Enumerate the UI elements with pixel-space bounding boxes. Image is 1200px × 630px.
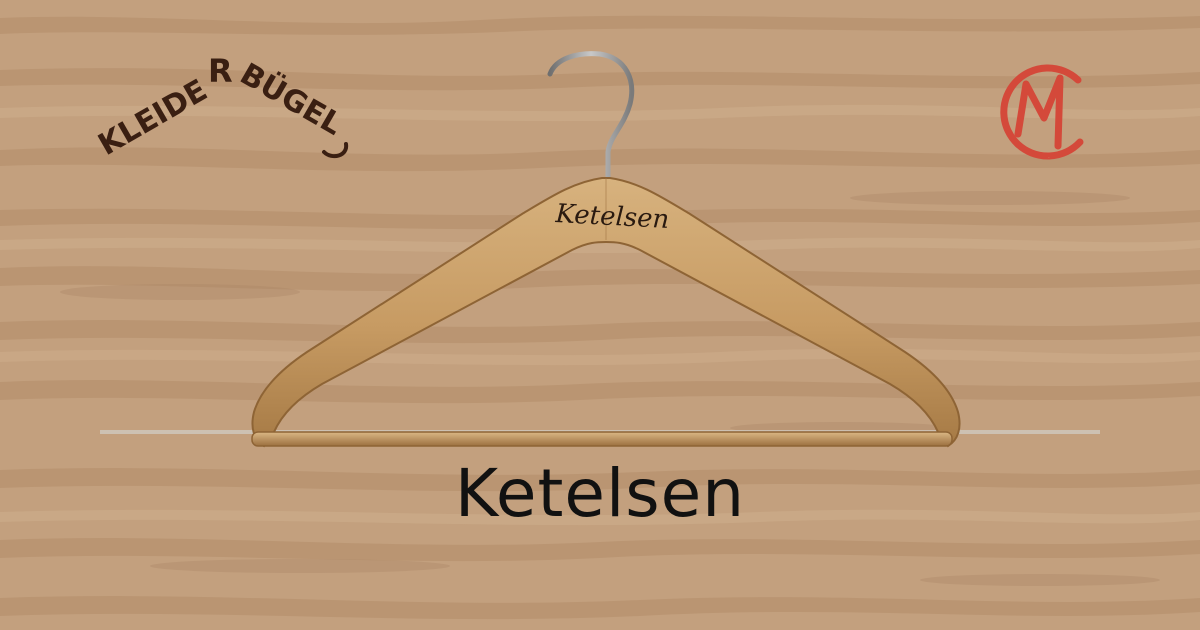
metal-hook bbox=[547, 51, 635, 179]
cm-monogram-logo: CM bbox=[1000, 64, 1084, 160]
right-logo-letters: CM bbox=[1048, 157, 1050, 159]
hanger-engraving: Ketelsen bbox=[554, 199, 670, 235]
trouser-bar bbox=[251, 431, 953, 447]
product-title: Ketelsen bbox=[454, 455, 746, 532]
kleiderbuegel-logo: KLEIDE BÜGEL R bbox=[93, 52, 350, 163]
logo-letter-r: R bbox=[208, 52, 233, 90]
